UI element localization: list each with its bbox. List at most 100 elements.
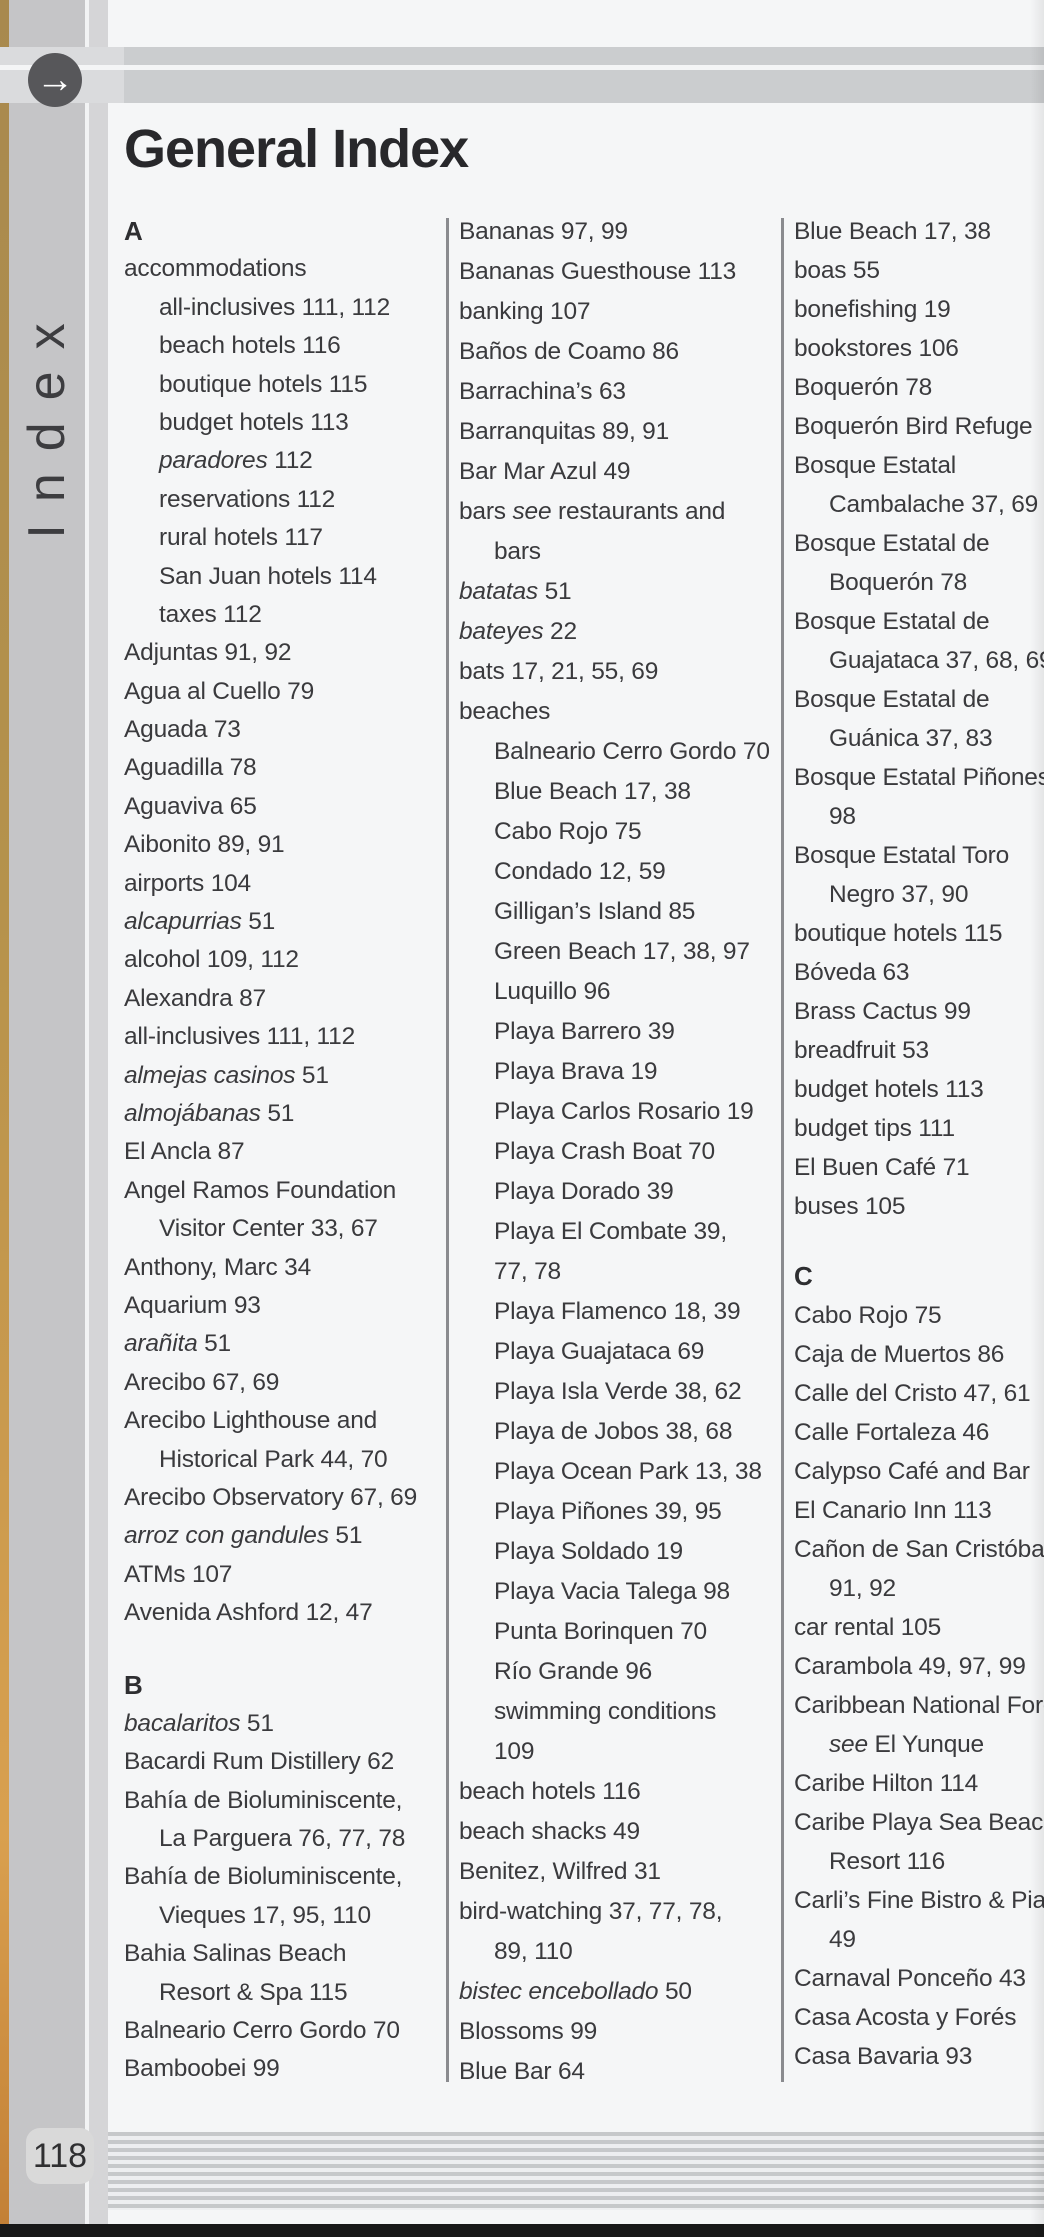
index-entry-line: Benitez, Wilfred 31 <box>459 1858 661 1885</box>
index-entry-line: Cabo Rojo 75 <box>494 818 642 845</box>
index-entry-line: Aquarium 93 <box>124 1291 261 1319</box>
index-entry-line: Caribbean National Forest <box>794 1692 1044 1719</box>
index-entry-line: Bahia Salinas Beach <box>124 1940 347 1968</box>
index-entry-line: Bosque Estatal de <box>794 530 990 557</box>
index-entry-line: banking 107 <box>459 298 591 325</box>
index-entry-line: Barranquitas 89, 91 <box>459 418 670 445</box>
index-entry-line: Playa El Combate 39, <box>494 1218 727 1245</box>
index-entry-line: paradores 112 <box>159 447 313 475</box>
index-entry-line: boas 55 <box>794 257 880 284</box>
index-entry-line: Balneario Cerro Gordo 70 <box>124 2016 400 2044</box>
index-entry-line: Boquerón 78 <box>829 569 968 596</box>
scan-right-shadow <box>1030 0 1044 2237</box>
index-entry-line: boutique hotels 115 <box>794 920 1003 947</box>
index-entry-line: Arecibo Observatory 67, 69 <box>124 1483 418 1511</box>
index-entry-line: Arecibo Lighthouse and <box>124 1407 378 1435</box>
header-band <box>124 47 1044 103</box>
index-entry-line: budget tips 111 <box>794 1115 955 1142</box>
index-entry-line: Calle Fortaleza 46 <box>794 1419 990 1446</box>
index-entry-line: Playa Isla Verde 38, 62 <box>494 1378 742 1405</box>
index-entry-line: Bóveda 63 <box>794 959 910 986</box>
index-entry-line: Bosque Estatal de <box>794 608 990 635</box>
index-entry-line: Bosque Estatal de <box>794 686 990 713</box>
index-entry-line: Boquerón Bird Refuge <box>794 413 1033 440</box>
index-entry-line: Casa Acosta y Forés <box>794 2004 1017 2031</box>
index-entry-line: Playa Barrero 39 <box>494 1018 675 1045</box>
index-entry-line: Agua al Cuello 79 <box>124 677 315 705</box>
left-accent-strip <box>0 0 9 2237</box>
index-entry-line: all-inclusives 111, 112 <box>124 1023 355 1051</box>
index-entry-line: Cambalache 37, 69 <box>829 491 1039 518</box>
letter-heading: B <box>124 1670 143 1701</box>
index-entry-line: Río Grande 96 <box>494 1658 653 1685</box>
index-entry-line: Resort & Spa 115 <box>159 1978 348 2006</box>
page-title: General Index <box>124 119 469 179</box>
index-entry-line: bookstores 106 <box>794 335 959 362</box>
index-entry-line: bacalaritos 51 <box>124 1709 274 1737</box>
index-entry-line: arañita 51 <box>124 1330 231 1358</box>
index-entry-line: Bosque Estatal Toro <box>794 842 1010 869</box>
index-entry-line: Aguada 73 <box>124 716 241 744</box>
index-entry-line: El Ancla 87 <box>124 1138 245 1166</box>
index-entry-line: taxes 112 <box>159 600 262 628</box>
index-entry-line: Bosque Estatal Piñones <box>794 764 1044 791</box>
index-entry-line: Playa Ocean Park 13, 38 <box>494 1458 762 1485</box>
index-entry-line: Green Beach 17, 38, 97 <box>494 938 750 965</box>
index-entry-line: Vieques 17, 95, 110 <box>159 1901 371 1929</box>
sidebar <box>9 0 85 2237</box>
index-entry-line: Playa Guajataca 69 <box>494 1338 705 1365</box>
index-entry-line: Bahía de Bioluminiscente, <box>124 1786 403 1814</box>
index-entry-line: Calle del Cristo 47, 61 <box>794 1380 1031 1407</box>
index-entry-line: 49 <box>829 1926 856 1953</box>
index-entry-line: Caja de Muertos 86 <box>794 1341 1005 1368</box>
footer-stripes <box>108 2132 1044 2210</box>
index-entry-line: boutique hotels 115 <box>159 370 368 398</box>
index-entry-line: Baños de Coamo 86 <box>459 338 679 365</box>
sidebar-light-strip <box>89 0 108 2237</box>
index-entry-line: Caribe Hilton 114 <box>794 1770 979 1797</box>
index-entry-line: Anthony, Marc 34 <box>124 1253 311 1281</box>
index-entry-line: bars see restaurants and <box>459 498 726 525</box>
index-entry-line: airports 104 <box>124 869 251 897</box>
index-entry-line: 91, 92 <box>829 1575 896 1602</box>
index-entry-line: Carnaval Ponceño 43 <box>794 1965 1026 1992</box>
index-entry-line: Casa Bavaria 93 <box>794 2043 973 2070</box>
index-entry-line: bird-watching 37, 77, 78, <box>459 1898 723 1925</box>
index-entry-line: beach hotels 116 <box>159 332 341 360</box>
index-entry-line: Blue Beach 17, 38 <box>794 218 991 245</box>
index-entry-line: alcohol 109, 112 <box>124 946 299 974</box>
index-entry-line: beach hotels 116 <box>459 1778 641 1805</box>
index-entry-line: Barrachina’s 63 <box>459 378 626 405</box>
index-entry-line: Bosque Estatal <box>794 452 957 479</box>
sidebar-index-label: Index <box>18 301 76 539</box>
next-arrow-icon: → <box>28 53 82 107</box>
index-entry-line: Carambola 49, 97, 99 <box>794 1653 1026 1680</box>
index-entry-line: ATMs 107 <box>124 1560 233 1588</box>
index-entry-line: Caribe Playa Sea Beach <box>794 1809 1044 1836</box>
column-divider <box>781 218 784 2082</box>
index-entry-line: 89, 110 <box>494 1938 573 1965</box>
index-entry-line: beach shacks 49 <box>459 1818 640 1845</box>
index-entry-line: Boquerón 78 <box>794 374 933 401</box>
index-column-2: Bananas 97, 99 Bananas Guesthouse 113 bank… <box>459 212 781 2092</box>
index-entry-line: bateyes 22 <box>459 618 577 645</box>
index-entry-line: 109 <box>494 1738 535 1765</box>
index-entry-line: Arecibo 67, 69 <box>124 1368 280 1396</box>
index-entry-line: Bananas Guesthouse 113 <box>459 258 737 285</box>
index-entry-line: Playa Brava 19 <box>494 1058 658 1085</box>
index-entry-line: see El Yunque <box>829 1731 984 1758</box>
letter-heading: A <box>124 216 143 246</box>
index-entry-line: 98 <box>829 803 856 830</box>
index-entry-line: budget hotels 113 <box>159 408 349 436</box>
index-entry-line: rural hotels 117 <box>159 524 323 552</box>
index-entry-line: Playa Soldado 19 <box>494 1538 683 1565</box>
index-entry-line: almejas casinos 51 <box>124 1061 329 1089</box>
index-entry-line: Blue Beach 17, 38 <box>494 778 691 805</box>
page-number-tab: 118 <box>26 2128 94 2184</box>
index-entry-line: Playa Flamenco 18, 39 <box>494 1298 741 1325</box>
index-entry-line: Resort 116 <box>829 1848 946 1875</box>
index-entry-line: Calypso Café and Bar <box>794 1458 1030 1485</box>
index-entry-line: La Parguera 76, 77, 78 <box>159 1825 406 1853</box>
index-entry-line: budget hotels 113 <box>794 1076 984 1103</box>
